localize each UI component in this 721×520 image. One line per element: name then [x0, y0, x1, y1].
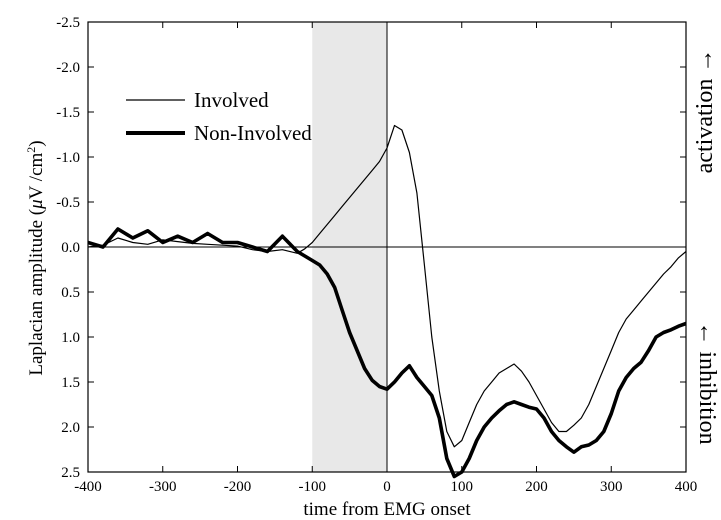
y-tick-label: 2.0: [61, 420, 80, 436]
y-tick-label: 1.5: [61, 375, 80, 391]
series-line-non-involved: [87, 227, 687, 479]
y-tick-label: -0.5: [56, 195, 80, 211]
y-axis-title-mu: μ: [26, 199, 47, 210]
x-tick-label: 0: [383, 479, 391, 495]
inhibition-label: ← inhibition: [694, 321, 720, 444]
y-axis-title: Laplacian amplitude (μV /cm2): [24, 140, 47, 375]
tick-labels: -400 -300 -200 -100 0 100 200 300 400 -2.5 -2.0 -1.…: [56, 15, 697, 495]
y-tick-label: -2.5: [56, 15, 80, 31]
y-tick-label: -1.5: [56, 105, 80, 121]
legend: Involved Non-Involved: [126, 88, 312, 145]
x-tick-label: -300: [149, 479, 177, 495]
reference-lines: [88, 22, 686, 472]
plot-frame: [87, 21, 687, 473]
y-axis-title-prefix: Laplacian amplitude (: [26, 209, 47, 376]
y-tick-label: -2.0: [56, 60, 80, 76]
x-tick-label: 300: [600, 479, 623, 495]
y-tick-label: 0.5: [61, 285, 80, 301]
x-tick-label: -400: [74, 479, 102, 495]
x-tick-label: -100: [299, 479, 327, 495]
y-axis-title-unit: V /cm: [26, 153, 47, 200]
x-tick-label: 100: [451, 479, 474, 495]
x-tick-label: 200: [525, 479, 548, 495]
y-axis-title-suffix: ): [26, 140, 47, 146]
legend-label-non-involved: Non-Involved: [194, 121, 312, 145]
y-tick-label: -1.0: [56, 150, 80, 166]
x-tick-label: 400: [675, 479, 698, 495]
x-axis-title: time from EMG onset: [303, 499, 471, 520]
y-tick-label: 1.0: [61, 330, 80, 346]
legend-label-involved: Involved: [194, 88, 269, 112]
series-lines: [87, 124, 687, 479]
y-tick-label: 2.5: [61, 465, 80, 481]
series-line-involved: [87, 124, 687, 448]
x-tick-label: -200: [224, 479, 252, 495]
y-tick-label: 0.0: [61, 240, 80, 256]
y-axis-title-sup: 2: [24, 147, 38, 153]
activation-label: activation →: [692, 49, 718, 174]
